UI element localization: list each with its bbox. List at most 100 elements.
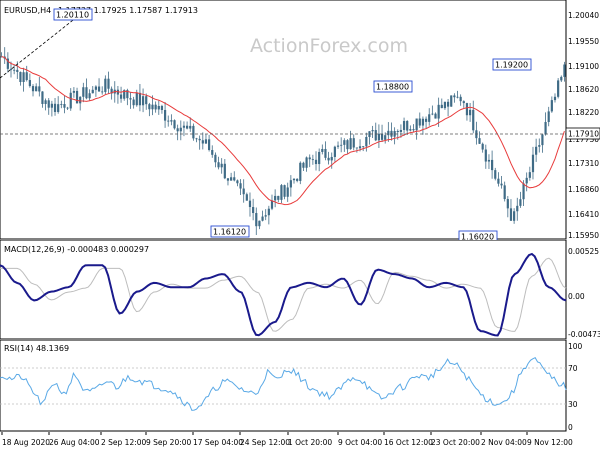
candle-body [459,96,462,102]
candle-body [104,78,107,92]
candles [0,47,566,236]
candle-body [123,90,126,99]
candle-body [6,58,9,69]
candle-body [497,178,500,184]
candle-body [302,162,305,168]
candle-body [365,136,368,147]
candle-body [132,99,135,106]
price-callout-label: 1.16020 [461,233,494,241]
candle-body [60,104,63,105]
macd-tick-zero: 0.00 [568,292,585,301]
candle-body [85,87,88,99]
candle-body [198,138,201,141]
price-callout-label: 1.19200 [495,61,528,70]
candle-body [506,199,509,209]
candle-body [277,195,280,200]
candle-body [160,105,164,110]
candle-body [330,156,333,161]
candle-body [163,109,167,121]
macd-plot-area [0,240,567,340]
time-tick-label: 1 Oct 20:00 [288,438,332,447]
candle-body [563,64,566,77]
price-callout-label: 1.20110 [56,11,89,20]
candle-body [138,92,142,106]
candle-body [462,101,465,104]
time-tick-label: 2 Sep 12:00 [101,438,147,447]
candle-body [516,205,519,212]
candle-body [421,118,425,126]
candle-body [481,143,484,150]
candle-body [428,114,431,122]
candle-body [88,93,91,99]
candle-body [509,208,513,221]
candle-body [336,145,340,147]
candle-body [148,104,151,110]
candle-body [185,125,189,129]
candle-body [258,220,261,227]
candle-body [541,134,544,146]
candle-body [230,177,233,181]
candle-body [327,157,330,161]
price-callout-label: 1.18800 [376,83,409,92]
candle-body [431,113,434,115]
candle-body [119,94,123,99]
ohlc-readout: 1.17737 1.17925 1.17587 1.17913 [58,6,198,15]
candle-body [446,101,450,107]
price-tick-label: 1.20040 [568,11,599,20]
candle-body [242,188,245,195]
candle-body [387,130,390,136]
time-tick-label: 9 Sep 20:00 [146,438,192,447]
candle-body [283,185,286,197]
candle-body [264,215,267,217]
candle-body [547,111,550,123]
candle-body [553,96,557,101]
candle-body [107,78,110,89]
candle-body [261,216,264,221]
candle-body [239,183,242,189]
candle-body [179,127,182,132]
candle-body [550,100,553,112]
rsi-tick-30: 30 [568,400,578,409]
candle-body [214,154,217,163]
candle-body [358,146,362,149]
candle-body [233,177,236,181]
candle-body [453,95,456,98]
price-plot-area [0,0,567,240]
candle-body [135,92,138,106]
trend-line [0,12,83,79]
time-tick-label: 23 Oct 20:00 [431,438,480,447]
price-tick-label: 1.18220 [568,108,599,117]
candle-body [346,140,349,150]
candle-body [101,91,104,93]
candle-body [192,125,195,139]
time-tick-label: 9 Nov 12:00 [527,438,573,447]
price-tick-label: 1.17730 [568,135,599,144]
candle-body [494,170,497,179]
price-callout-box [373,80,413,93]
candle-body [110,88,113,94]
candle-body [437,104,440,119]
candle-body [22,72,25,82]
candle-body [157,105,160,110]
price-chart[interactable]: ActionForex.com EURUSD,H4 1.17737 1.1792… [0,0,600,240]
macd-chart[interactable]: MACD(12,26,9) -0.000483 0.000297 0.00525… [0,240,600,340]
price-tick-label: 1.19550 [568,37,599,46]
candle-body [252,207,255,214]
candle-body [255,213,258,227]
candle-body [19,71,22,82]
price-callouts: 1.20110 1.16120 1.18800 1.19200 1.16020 [53,8,532,241]
candle-body [75,90,79,104]
candle-body [245,194,248,201]
price-tick-label: 1.17310 [568,159,599,168]
candle-body [292,178,296,181]
price-callout-label: 1.16120 [213,228,246,237]
candle-body [270,200,274,209]
candle-body [208,139,211,151]
candle-body [535,146,538,155]
candle-body [456,96,459,98]
candle-body [465,103,469,116]
rsi-chart[interactable]: RSI(14) 48.1369 100 70 30 0 [0,340,600,432]
rsi-label: RSI(14) 48.1369 [4,344,69,353]
candle-body [182,125,186,128]
